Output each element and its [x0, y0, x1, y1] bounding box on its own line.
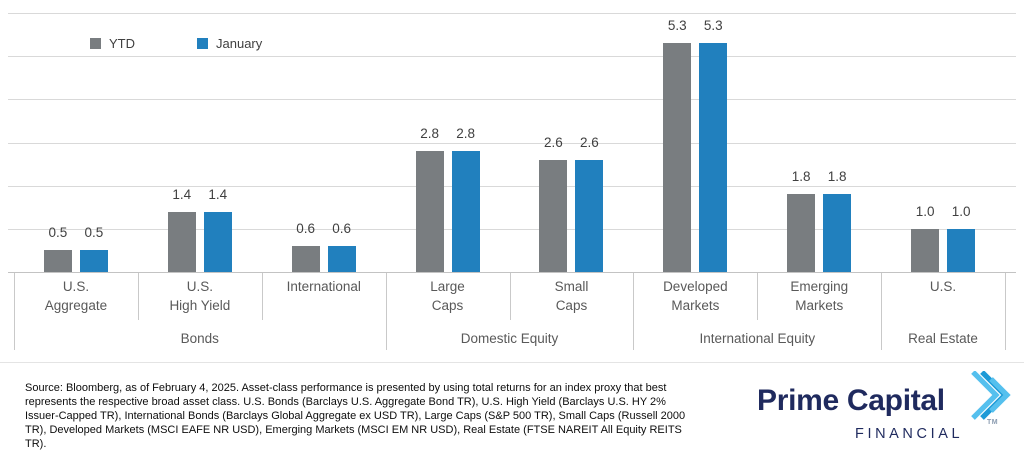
- bar-value-january-u-s: 1.0: [951, 203, 971, 219]
- bar-january-u-s: [947, 228, 976, 272]
- logo-wordmark: Prime Capital: [757, 384, 945, 417]
- bar-ytd-international: [291, 246, 320, 272]
- bar-value-january-emerging-markets: 1.8: [827, 169, 847, 185]
- source-footnote: Source: Bloomberg, as of February 4, 202…: [25, 382, 686, 450]
- gridline-2: [8, 185, 1016, 187]
- gridline-6: [8, 13, 1016, 14]
- bar-value-january-large-caps: 2.8: [456, 126, 475, 142]
- category-label-small-caps: Small Caps: [554, 279, 589, 313]
- bar-value-ytd-international: 0.6: [296, 221, 316, 237]
- bar-value-ytd-emerging-markets: 1.8: [791, 169, 811, 185]
- category-divider-6: [757, 273, 759, 320]
- category-label-developed-markets: Developed Markets: [663, 279, 728, 313]
- bar-ytd-u-s-high-yield: [167, 211, 196, 272]
- group-divider-7: [881, 273, 883, 350]
- category-divider-2: [261, 273, 263, 320]
- category-label-emerging-markets: Emerging Markets: [790, 279, 849, 313]
- category-label-u-s: U.S.: [929, 279, 957, 294]
- group-label-domestic-equity: Domestic Equity: [460, 331, 559, 346]
- bar-ytd-large-caps: [415, 151, 444, 272]
- group-label-real-estate: Real Estate: [908, 331, 978, 346]
- group-label-international-equity: International Equity: [699, 331, 816, 346]
- category-label-u-s-high-yield: U.S. High Yield: [169, 279, 231, 313]
- logo-subtitle: FINANCIAL: [855, 426, 964, 442]
- category-label-large-caps: Large Caps: [430, 279, 465, 313]
- bar-january-u-s-aggregate: [79, 250, 108, 272]
- bar-january-emerging-markets: [823, 194, 852, 272]
- bar-value-january-u-s-high-yield: 1.4: [208, 186, 228, 202]
- group-divider-3: [385, 273, 387, 350]
- group-divider-0: [14, 273, 15, 350]
- gridline-5: [8, 56, 1016, 58]
- group-divider-8: [1005, 273, 1006, 350]
- january-legend-swatch: [197, 38, 208, 49]
- group-divider-5: [633, 273, 635, 350]
- bar-value-january-international: 0.6: [332, 221, 352, 237]
- bar-january-small-caps: [575, 159, 604, 272]
- bottom-divider: [0, 362, 1024, 363]
- bar-value-ytd-small-caps: 2.6: [544, 134, 563, 150]
- ytd-legend-swatch: [90, 38, 101, 49]
- category-divider-1: [137, 273, 139, 320]
- group-label-bonds: Bonds: [180, 331, 219, 346]
- ytd-legend-label: YTD: [109, 36, 135, 51]
- bar-ytd-u-s: [911, 228, 940, 272]
- gridline-1: [8, 228, 1016, 230]
- gridline-4: [8, 99, 1016, 101]
- chart-legend: YTD January: [90, 36, 262, 51]
- bar-value-ytd-large-caps: 2.8: [420, 126, 439, 142]
- bar-value-ytd-developed-markets: 5.3: [667, 18, 687, 34]
- bar-january-international: [327, 246, 356, 272]
- trademark-label: TM: [987, 419, 999, 426]
- category-label-u-s-aggregate: U.S. Aggregate: [44, 279, 108, 313]
- gridline-3: [8, 142, 1016, 144]
- bar-value-january-u-s-aggregate: 0.5: [84, 225, 104, 241]
- bar-ytd-emerging-markets: [787, 194, 816, 272]
- bar-ytd-small-caps: [539, 159, 568, 272]
- category-label-international: International: [286, 279, 361, 294]
- x-axis-baseline: [8, 272, 1016, 273]
- bar-value-january-small-caps: 2.6: [580, 134, 599, 150]
- category-divider-4: [509, 273, 511, 320]
- bar-ytd-u-s-aggregate: [43, 250, 72, 272]
- chevron-stripes-icon: [971, 371, 1011, 420]
- bar-january-large-caps: [451, 151, 480, 272]
- bar-value-ytd-u-s-aggregate: 0.5: [48, 225, 68, 241]
- bar-value-january-developed-markets: 5.3: [703, 18, 723, 34]
- bar-value-ytd-u-s-high-yield: 1.4: [172, 186, 192, 202]
- bar-value-ytd-u-s: 1.0: [915, 203, 935, 219]
- bar-january-u-s-high-yield: [203, 211, 232, 272]
- january-legend-label: January: [216, 36, 263, 51]
- bar-january-developed-markets: [699, 43, 728, 272]
- bar-ytd-developed-markets: [663, 43, 692, 272]
